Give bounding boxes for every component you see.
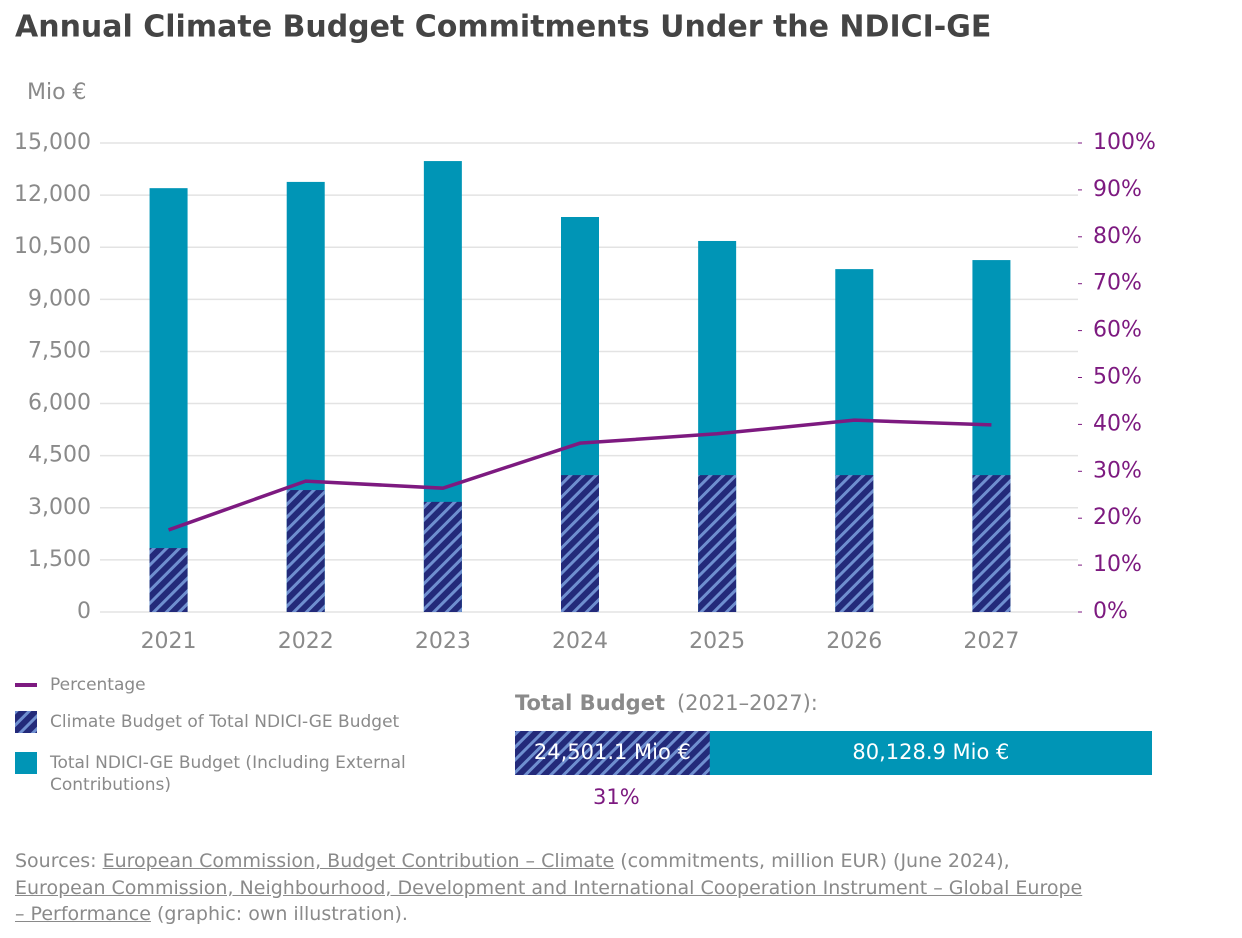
y2-tick-label: 10% bbox=[1093, 552, 1142, 577]
source-text: (commitments, million EUR) (June 2024), bbox=[614, 850, 1010, 872]
bar bbox=[972, 475, 1011, 612]
source-text: Sources: bbox=[15, 850, 103, 872]
legend-label: Climate Budget of Total NDICI-GE Budget bbox=[50, 712, 400, 732]
source-text: (graphic: own illustration). bbox=[150, 903, 408, 925]
y-tick-label: 0 bbox=[77, 599, 91, 624]
y2-tick-label: 100% bbox=[1093, 130, 1156, 155]
y-axis-label: Mio € bbox=[27, 80, 87, 105]
source-link[interactable]: European Commission, Neighbourhood, Deve… bbox=[15, 876, 1083, 899]
bar bbox=[561, 475, 599, 612]
summary-period: (2021–2027): bbox=[677, 691, 818, 715]
y2-tick-label: 90% bbox=[1093, 177, 1142, 202]
chart-title: Annual Climate Budget Commitments Under … bbox=[15, 10, 991, 45]
y-tick-label: 15,000 bbox=[14, 130, 91, 155]
y2-tick-label: 50% bbox=[1093, 365, 1142, 390]
y-tick-label: 7,500 bbox=[28, 338, 91, 363]
x-tick-label: 2026 bbox=[826, 629, 882, 654]
sources: Sources: European Commission, Budget Con… bbox=[15, 848, 1082, 928]
summary-climate-bar bbox=[515, 731, 710, 775]
y2-tick-label: 20% bbox=[1093, 505, 1142, 530]
x-tick-label: 2021 bbox=[141, 629, 197, 654]
bar bbox=[149, 188, 188, 612]
legend-label: Total NDICI-GE Budget (Including Externa… bbox=[50, 753, 406, 795]
x-tick-label: 2023 bbox=[415, 629, 471, 654]
y-tick-label: 4,500 bbox=[28, 443, 91, 468]
y-tick-label: 9,000 bbox=[28, 286, 91, 311]
y2-tick-label: 80% bbox=[1093, 224, 1142, 249]
x-tick-label: 2024 bbox=[552, 629, 608, 654]
source-line: Sources: European Commission, Budget Con… bbox=[15, 848, 1082, 875]
source-line: – Performance (graphic: own illustration… bbox=[15, 901, 1082, 928]
source-link[interactable]: – Performance bbox=[15, 903, 151, 925]
x-tick-label: 2025 bbox=[689, 629, 745, 654]
legend-label: Percentage bbox=[50, 675, 146, 695]
y2-tick-label: 60% bbox=[1093, 318, 1142, 343]
x-tick-label: 2022 bbox=[278, 629, 334, 654]
y-tick-label: 6,000 bbox=[28, 391, 91, 416]
y-tick-label: 1,500 bbox=[28, 547, 91, 572]
bar bbox=[149, 548, 188, 612]
source-line: European Commission, Neighbourhood, Deve… bbox=[15, 875, 1082, 902]
y2-tick-label: 0% bbox=[1093, 599, 1128, 624]
legend-swatch bbox=[15, 711, 37, 733]
bar bbox=[835, 475, 874, 612]
summary-title: Total Budget bbox=[515, 691, 665, 715]
legend-swatch bbox=[15, 752, 37, 774]
source-link[interactable]: European Commission, Budget Contribution… bbox=[102, 850, 615, 872]
bar bbox=[286, 490, 325, 612]
y-tick-label: 10,500 bbox=[14, 234, 91, 259]
bar bbox=[423, 501, 462, 612]
x-tick-label: 2027 bbox=[963, 629, 1019, 654]
line bbox=[167, 418, 992, 532]
summary-climate-label: 24,501.1 Mio € bbox=[534, 740, 691, 764]
summary-share-label: 31% bbox=[593, 785, 640, 809]
y-tick-label: 3,000 bbox=[28, 495, 91, 520]
y2-tick-label: 30% bbox=[1093, 458, 1142, 483]
bar bbox=[698, 475, 737, 612]
summary-total-label: 80,128.9 Mio € bbox=[852, 740, 1009, 764]
y2-tick-label: 40% bbox=[1093, 411, 1142, 436]
y-tick-label: 12,000 bbox=[14, 182, 91, 207]
y2-tick-label: 70% bbox=[1093, 271, 1142, 296]
